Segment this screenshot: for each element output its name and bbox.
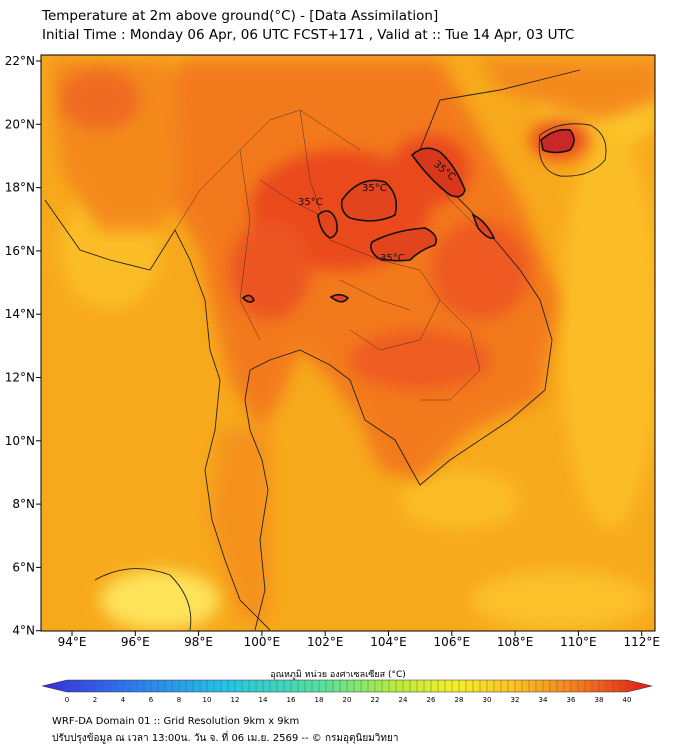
- lon-tick-label: 102°E: [307, 635, 344, 649]
- isotherm-35c: [241, 128, 575, 303]
- colorbar-tick-label: 30: [483, 696, 492, 704]
- lon-tick-label: 100°E: [244, 635, 281, 649]
- colorbar-tick-label: 6: [149, 696, 154, 704]
- lat-tick-label: 22°N: [5, 54, 35, 68]
- lat-tick-label: 4°N: [12, 624, 35, 638]
- colorbar-tick-label: 36: [567, 696, 576, 704]
- colorbar-tick-label: 28: [455, 696, 464, 704]
- colorbar-tick-label: 20: [343, 696, 352, 704]
- lon-tick-label: 104°E: [370, 635, 407, 649]
- map-frame: [40, 54, 656, 632]
- colorbar-tick-label: 10: [203, 696, 212, 704]
- footer-update-info: ปรับปรุงข้อมูล ณ เวลา 13:00น. วัน จ. ที่…: [52, 733, 399, 744]
- colorbar-tick-label: 0: [65, 696, 69, 704]
- colorbar-tick-label: 16: [287, 696, 296, 704]
- colorbar-tick-label: 14: [259, 696, 268, 704]
- colorbar-tick-label: 26: [427, 696, 436, 704]
- colorbar-tick-label: 40: [623, 696, 632, 704]
- colorbar-tick-label: 4: [121, 696, 126, 704]
- map-title: Temperature at 2m above ground(°C) - [Da…: [42, 8, 439, 24]
- colorbar-tick-label: 32: [511, 696, 520, 704]
- colorbar-ticks: 0 2 4 6 8 10 12 14 16 18 20 22 24 26 28 30 32 34 36 38 40: [65, 680, 632, 704]
- colorbar-tick-label: 18: [315, 696, 324, 704]
- lat-tick-label: 6°N: [12, 560, 35, 574]
- colorbar-tick-label: 24: [399, 696, 408, 704]
- lat-tick-label: 18°N: [5, 181, 35, 195]
- lon-tick-label: 94°E: [58, 635, 87, 649]
- colorbar-tick-label: 22: [371, 696, 380, 704]
- map-subtitle: Initial Time : Monday 06 Apr, 06 UTC FCS…: [42, 27, 575, 43]
- latitude-axis: 22°N 20°N 18°N 16°N 14°N 12°N 10°N 8°N 6°N 4°N: [5, 54, 41, 638]
- lat-tick-label: 14°N: [5, 307, 35, 321]
- contour-label: 35°C: [298, 197, 323, 208]
- lat-tick-label: 16°N: [5, 244, 35, 258]
- lon-tick-label: 106°E: [434, 635, 471, 649]
- lat-tick-label: 12°N: [5, 371, 35, 385]
- colorbar-tick-label: 12: [231, 696, 240, 704]
- contour-label: 35°C: [362, 183, 387, 194]
- lon-tick-label: 110°E: [560, 635, 597, 649]
- footer-model-info: WRF-DA Domain 01 :: Grid Resolution 9km …: [52, 716, 300, 727]
- lon-tick-label: 98°E: [184, 635, 213, 649]
- lat-tick-label: 10°N: [5, 434, 35, 448]
- colorbar-label: อุณหภูมิ หน่วย องศาเซลเซียส (°C): [270, 670, 406, 680]
- colorbar-tick-label: 38: [595, 696, 604, 704]
- cool-zones: [60, 70, 655, 630]
- lon-tick-label: 112°E: [623, 635, 660, 649]
- lon-tick-label: 108°E: [497, 635, 534, 649]
- borders: [174, 109, 481, 401]
- colorbar-tick-label: 34: [539, 696, 548, 704]
- contour-label: 35°C: [380, 253, 405, 264]
- lat-tick-label: 8°N: [12, 497, 35, 511]
- lon-tick-label: 96°E: [121, 635, 150, 649]
- colorbar-tick-label: 8: [177, 696, 181, 704]
- lat-tick-label: 20°N: [5, 117, 35, 131]
- longitude-axis: 94°E 96°E 98°E 100°E 102°E 104°E 106°E 108°E 110…: [58, 631, 660, 649]
- colorbar-tick-label: 2: [93, 696, 97, 704]
